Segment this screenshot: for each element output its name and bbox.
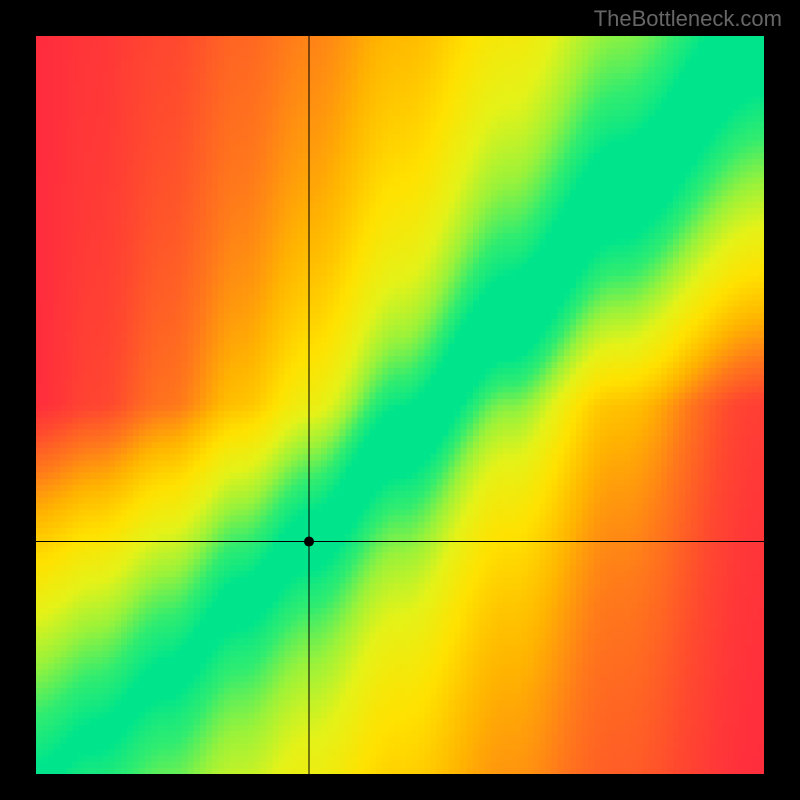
- source-watermark: TheBottleneck.com: [594, 6, 782, 32]
- bottleneck-heatmap: [36, 36, 764, 774]
- chart-container: TheBottleneck.com: [0, 0, 800, 800]
